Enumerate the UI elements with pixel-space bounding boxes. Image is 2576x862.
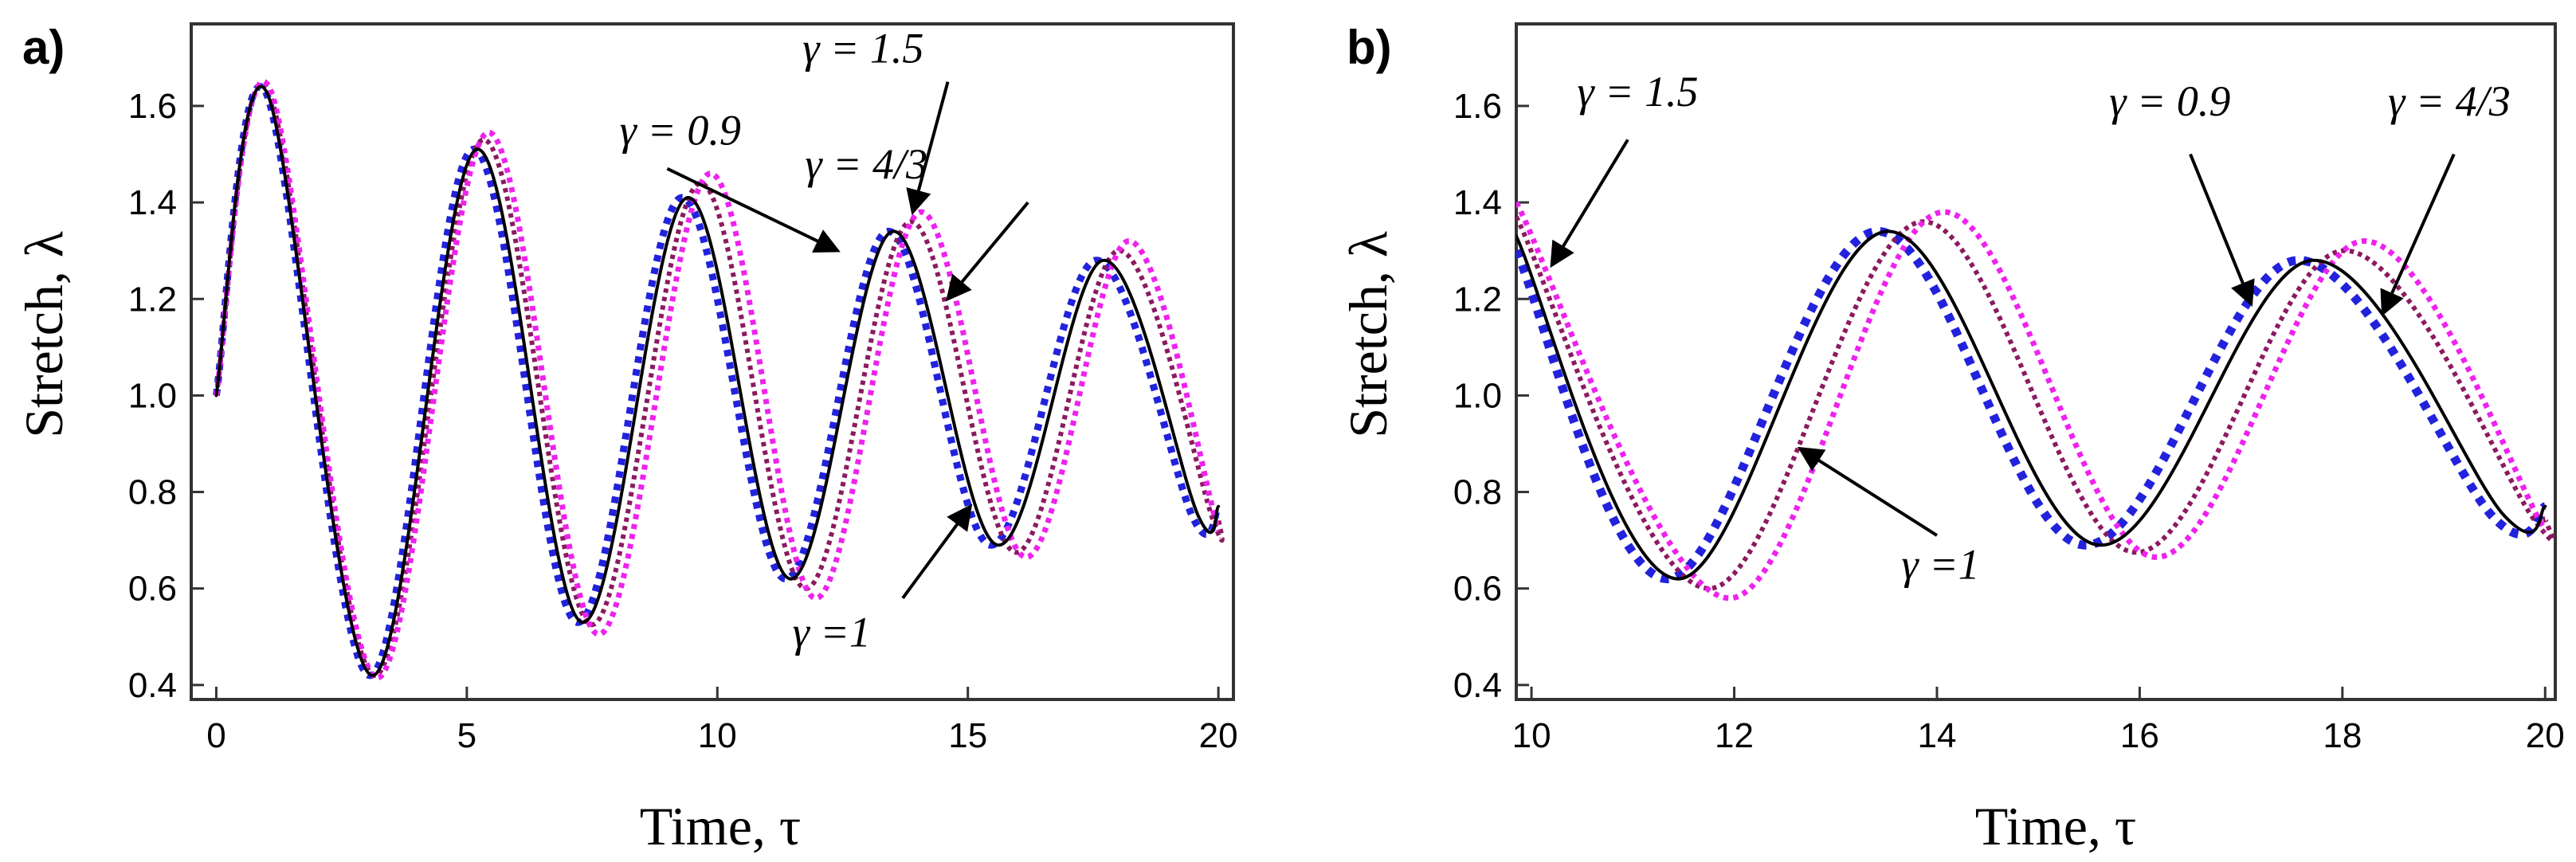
panel-b-ytick-label: 1.6 bbox=[1453, 87, 1502, 126]
panel-b-xtick-label: 20 bbox=[2526, 716, 2565, 755]
panel-a-ytick-label: 0.8 bbox=[128, 473, 177, 512]
panel-b: b) Stretch, λ Time, τ 10 12 14 16 18 20 0.4 0.6… bbox=[1338, 21, 2565, 856]
panel-b-ytick-label: 1.4 bbox=[1453, 183, 1502, 222]
panel-a: a) Stretch, λ Time, τ 0 5 10 15 20 0.4 0.6 0.8 1… bbox=[14, 21, 1238, 856]
panel-b-xlabel: Time, τ bbox=[1975, 796, 2136, 856]
panel-b-ytick-label: 1.2 bbox=[1453, 280, 1502, 319]
panel-b-annotation-arrow bbox=[2380, 153, 2456, 317]
panel-b-ytick-label: 1.0 bbox=[1453, 376, 1502, 415]
panel-a-series-4-3 bbox=[214, 81, 1225, 678]
panel-a-ytick-label: 1.6 bbox=[128, 87, 177, 126]
panel-a-annotation-1: γ =1 bbox=[793, 608, 871, 656]
panel-a-xtick-label: 0 bbox=[206, 716, 225, 755]
panel-a-annotations: γ = 0.9 γ = 1.5 γ = 4/3 γ =1 bbox=[620, 24, 1029, 656]
panel-b-annotation-arrow bbox=[1550, 139, 1629, 268]
panel-b-xtick-label: 12 bbox=[1715, 716, 1754, 755]
panel-b-ylabel: Stretch, λ bbox=[1338, 231, 1398, 438]
panel-b-label: b) bbox=[1347, 21, 1392, 74]
panel-b-series bbox=[1516, 201, 2555, 601]
panel-b-annotation-1: γ =1 bbox=[1901, 541, 1979, 589]
panel-b-annotations: γ = 1.5 γ = 0.9 γ = 4/3 γ =1 bbox=[1550, 68, 2511, 589]
panel-a-xtick-label: 5 bbox=[457, 716, 476, 755]
panel-a-ylabel: Stretch, λ bbox=[14, 231, 74, 438]
panel-a-frame bbox=[190, 22, 1235, 701]
panel-a-annotation-1-5: γ = 1.5 bbox=[802, 24, 923, 72]
panel-b-ticks: 10 12 14 16 18 20 0.4 0.6 0.8 1.0 1.2 1.4 1.6 bbox=[1453, 87, 2565, 755]
panel-b-ytick-label: 0.4 bbox=[1453, 666, 1502, 705]
panel-a-series bbox=[212, 79, 1225, 681]
panel-b-series-0-9 bbox=[1516, 226, 2548, 584]
panel-b-xtick-label: 14 bbox=[1917, 716, 1956, 755]
panel-a-annotation-arrow bbox=[946, 201, 1029, 302]
panel-a-series-1 bbox=[214, 84, 1221, 677]
panel-a-xtick-label: 20 bbox=[1199, 716, 1238, 755]
panel-a-series-0-9 bbox=[212, 83, 1221, 680]
panel-b-series-1 bbox=[1516, 229, 2547, 581]
panel-a-ytick-label: 1.4 bbox=[128, 183, 177, 222]
panel-a-annotation-0-9: γ = 0.9 bbox=[620, 106, 741, 154]
panel-b-xtick-label: 10 bbox=[1512, 716, 1551, 755]
panel-b-ytick-label: 0.6 bbox=[1453, 570, 1502, 609]
panel-a-annotation-arrow bbox=[906, 81, 950, 216]
panel-a-xlabel: Time, τ bbox=[640, 796, 801, 856]
panel-b-xtick-label: 16 bbox=[2120, 716, 2159, 755]
panel-b-annotation-arrow bbox=[1797, 446, 1939, 537]
panel-a-xtick-label: 10 bbox=[698, 716, 737, 755]
panel-a-annotation-arrow bbox=[901, 503, 973, 599]
panel-b-ytick-label: 0.8 bbox=[1453, 473, 1502, 512]
panel-a-annotation-4-3: γ = 4/3 bbox=[805, 140, 927, 188]
panel-b-series-1-5 bbox=[1516, 201, 2548, 601]
panel-b-series-4-3 bbox=[1516, 215, 2555, 591]
panel-a-ytick-label: 1.0 bbox=[128, 376, 177, 415]
panel-b-frame bbox=[1515, 22, 2557, 701]
panel-a-xtick-label: 15 bbox=[948, 716, 987, 755]
panel-a-ticks: 0 5 10 15 20 0.4 0.6 0.8 1.0 1.2 1.4 1.6 bbox=[128, 87, 1238, 755]
panel-a-series-1-5 bbox=[213, 79, 1221, 681]
panel-a-ytick-label: 1.2 bbox=[128, 280, 177, 319]
panel-a-label: a) bbox=[22, 21, 65, 74]
panel-a-ytick-label: 0.4 bbox=[128, 666, 177, 705]
panel-b-xtick-label: 18 bbox=[2323, 716, 2362, 755]
panel-a-ytick-label: 0.6 bbox=[128, 570, 177, 609]
panel-b-annotation-0-9: γ = 0.9 bbox=[2109, 77, 2230, 125]
panel-a-annotation-arrow bbox=[666, 167, 841, 253]
panel-b-annotation-1-5: γ = 1.5 bbox=[1577, 68, 1698, 116]
panel-b-annotation-arrow bbox=[2189, 153, 2255, 308]
panel-b-annotation-4-3: γ = 4/3 bbox=[2388, 77, 2511, 125]
